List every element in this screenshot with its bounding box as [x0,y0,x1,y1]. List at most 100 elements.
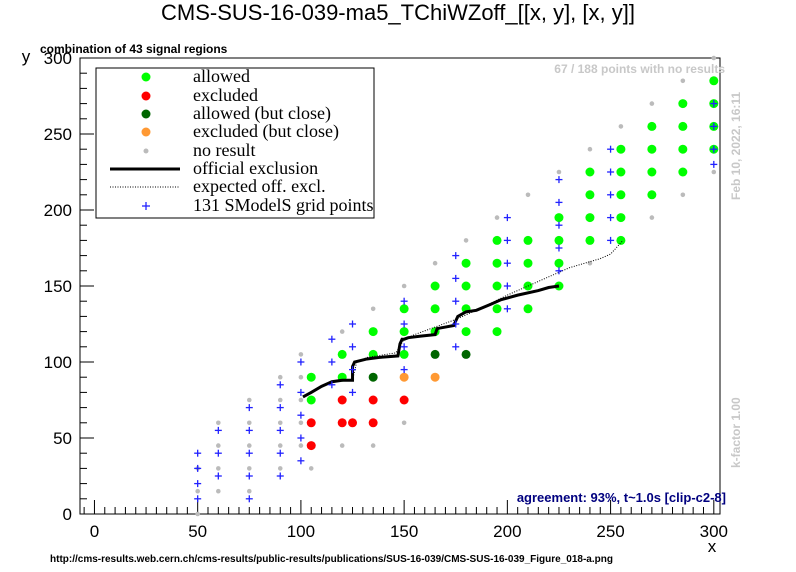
grid-point [452,320,460,328]
grid-point [555,198,563,206]
grid-point [297,411,305,419]
allowed-point [523,258,533,268]
legend-grid-label: 131 SModelS grid points [193,195,374,215]
allowed-point [523,235,533,245]
allowed-point [554,235,564,245]
grid-point [245,404,253,412]
no-result-point [246,466,252,471]
grid-point [297,434,305,442]
excluded-point [348,418,358,428]
data-points [195,55,719,517]
grid-point [452,343,460,351]
grid-point [555,221,563,229]
legend-excluded-label: excluded [193,85,258,105]
grid-point [452,274,460,282]
excluded-point [368,418,378,428]
x-tick-label: 300 [700,522,728,541]
y-tick-label: 100 [44,353,72,372]
x-tick-label: 200 [493,522,521,541]
allowed-point [616,144,626,154]
legend-excluded-marker [141,91,151,101]
allowed-point [709,76,719,86]
excluded-point [337,418,347,428]
y-tick-label: 250 [44,125,72,144]
allowed-point [306,372,316,382]
no-result-point [195,511,200,517]
excluded-close-point [430,372,440,382]
grid-point [607,168,615,176]
allowed-point [678,167,688,177]
expected-exclusion-line [352,240,624,381]
grid-point [503,236,511,244]
grid-point [349,366,357,374]
allowed-point [399,304,409,314]
allowed-point [306,395,316,405]
allowed-point [647,190,657,200]
legend-excluded-close-label: excluded (but close) [193,121,339,142]
grid-point [607,191,615,199]
grid-point [194,464,202,472]
grid-point [710,145,718,153]
grid-point [555,244,563,252]
x-tick-label: 50 [188,522,207,541]
chart-subtitle: combination of 43 signal regions [40,42,228,56]
no-result-point [649,101,655,106]
no-result-point [711,55,717,61]
legend-allowed-close-label: allowed (but close) [193,103,331,124]
grid-point [245,426,253,434]
timestamp-label: Feb 10, 2022, 16:11 [729,92,743,200]
no-result-point [298,397,304,403]
grid-point [503,259,511,267]
allowed-point [461,281,471,291]
legend-expected-label: expected off. excl. [193,176,326,196]
grid-point [328,358,336,366]
legend-no-result-marker [143,148,149,154]
no-result-point [401,283,407,289]
allowed-close-point [461,349,471,359]
no-results-note: 67 / 188 points with no results [554,62,725,76]
grid-point [328,335,336,343]
no-result-point [277,466,283,471]
legend-box [95,67,375,219]
official-exclusion-line [302,284,560,399]
grid-point [245,472,253,480]
allowed-point [492,235,502,245]
no-result-point [246,420,252,426]
grid-point [400,320,408,328]
y-tick-label: 150 [44,277,72,296]
x-tick-label: 100 [287,522,315,541]
no-result-point [339,443,345,448]
no-result-point [216,488,221,494]
legend-allowed-close-marker [141,109,151,119]
allowed-point [678,121,688,131]
grid-point [194,449,202,457]
legend-grid-marker [142,202,150,210]
kfactor-label: k-factor 1.00 [729,397,743,468]
grid-point [710,122,718,130]
no-result-point [339,329,345,334]
no-result-point [432,260,438,266]
no-result-point [494,215,500,220]
no-result-point [680,78,686,84]
allowed-point [647,121,657,131]
excluded-point [337,395,347,405]
y-tick-label: 0 [63,505,72,524]
no-result-point [277,397,283,403]
no-result-point [216,420,221,426]
grid-point [503,214,511,222]
y-tick-label: 200 [44,201,72,220]
no-result-point [298,352,304,357]
no-result-point [298,420,304,426]
grid-point [328,381,336,389]
allowed-point [461,327,471,337]
no-result-point [216,466,221,471]
no-result-point [195,488,200,494]
allowed-point [647,167,657,177]
grid-point [297,388,305,396]
grid-point [555,176,563,184]
grid-point [349,388,357,396]
grid-point [349,320,357,328]
allowed-point [678,99,688,109]
no-result-point [711,169,717,175]
